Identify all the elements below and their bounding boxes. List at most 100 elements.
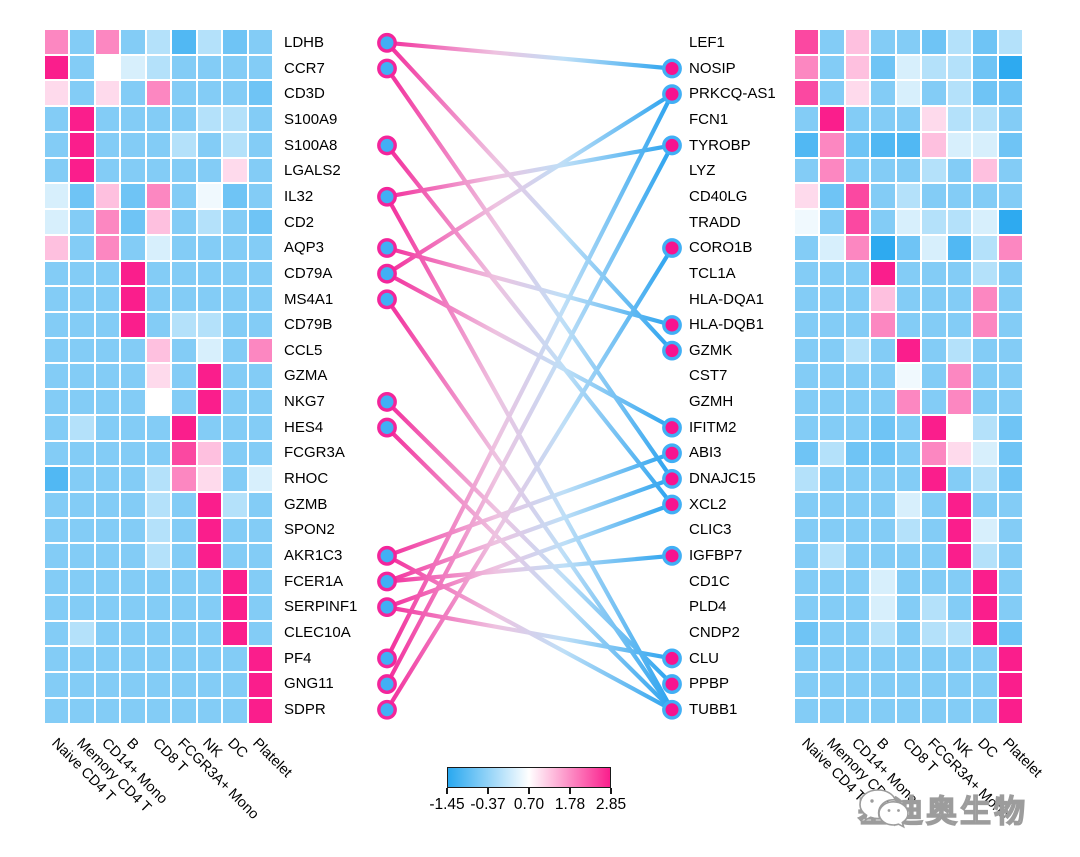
heatmap-cell	[973, 518, 997, 543]
heatmap-cell	[197, 493, 222, 517]
heatmap-cell	[248, 390, 272, 414]
heatmap-cell	[45, 132, 69, 157]
heatmap-cell	[998, 570, 1022, 594]
heatmap-cell	[973, 312, 997, 337]
gene-link-line	[385, 195, 674, 711]
heatmap-cell	[998, 235, 1022, 260]
heatmap-cell	[896, 338, 921, 363]
left-gene-dot	[377, 186, 397, 207]
heatmap-cell	[95, 235, 120, 260]
gene-link-line	[385, 400, 674, 686]
heatmap-cell	[820, 184, 844, 209]
heatmap-cell	[95, 467, 120, 492]
heatmap-cell	[845, 210, 870, 234]
heatmap-cell	[845, 184, 870, 209]
heatmap-cell	[223, 261, 247, 286]
heatmap-cell	[223, 673, 247, 697]
heatmap-cell	[248, 518, 272, 543]
left-gene-label: PF4	[284, 649, 312, 667]
heatmap-cell	[947, 287, 972, 311]
heatmap-cell	[922, 570, 946, 594]
heatmap-cell	[121, 81, 145, 106]
heatmap-cell	[947, 570, 972, 594]
heatmap-cell	[45, 698, 69, 723]
heatmap-cell	[248, 312, 272, 337]
heatmap-cell	[871, 467, 895, 492]
heatmap-cell	[197, 467, 222, 492]
heatmap-cell	[121, 312, 145, 337]
heatmap-cell	[45, 364, 69, 389]
heatmap-cell	[172, 441, 196, 466]
heatmap-cell	[947, 81, 972, 106]
heatmap-cell	[172, 235, 196, 260]
heatmap-cell	[146, 493, 171, 517]
heatmap-cell	[95, 698, 120, 723]
heatmap-cell	[973, 544, 997, 569]
heatmap-cell	[845, 132, 870, 157]
heatmap-cell	[998, 647, 1022, 672]
heatmap-cell	[845, 364, 870, 389]
heatmap-cell	[248, 81, 272, 106]
heatmap-cell	[871, 698, 895, 723]
heatmap-cell	[973, 415, 997, 440]
heatmap-cell	[70, 441, 94, 466]
gene-link-line	[386, 271, 673, 430]
heatmap-cell	[922, 441, 946, 466]
left-gene-dot	[377, 417, 397, 438]
heatmap-cell	[795, 544, 819, 569]
heatmap-cell	[795, 698, 819, 723]
heatmap-cell	[998, 493, 1022, 517]
heatmap-cell	[45, 621, 69, 646]
heatmap-cell	[121, 55, 145, 80]
heatmap-cell	[896, 493, 921, 517]
heatmap-cell	[70, 338, 94, 363]
left-heatmap	[45, 30, 272, 723]
gene-link-line	[386, 143, 673, 199]
right-gene-label: ABI3	[689, 444, 722, 462]
right-gene-label: NOSIP	[689, 59, 736, 77]
heatmap-cell	[172, 210, 196, 234]
heatmap-cell	[795, 210, 819, 234]
heatmap-cell	[45, 158, 69, 183]
heatmap-cell	[896, 30, 921, 54]
gene-link-line	[385, 144, 674, 506]
right-gene-label: IFITM2	[689, 418, 737, 436]
heatmap-cell	[197, 210, 222, 234]
heatmap-cell	[248, 132, 272, 157]
heatmap-cell	[795, 312, 819, 337]
heatmap-cell	[795, 287, 819, 311]
heatmap-cell	[820, 107, 844, 131]
heatmap-cell	[896, 570, 921, 594]
heatmap-cell	[947, 595, 972, 620]
heatmap-cell	[973, 441, 997, 466]
heatmap-cell	[820, 132, 844, 157]
heatmap-cell	[947, 698, 972, 723]
heatmap-cell	[998, 287, 1022, 311]
gene-link-line	[385, 92, 674, 276]
left-gene-dot	[377, 674, 397, 694]
heatmap-cell	[146, 415, 171, 440]
heatmap-cell	[795, 235, 819, 260]
heatmap-cell	[820, 673, 844, 697]
heatmap-cell	[45, 518, 69, 543]
heatmap-cell	[973, 698, 997, 723]
heatmap-cell	[820, 30, 844, 54]
left-gene-label: SERPINF1	[284, 598, 358, 616]
heatmap-cell	[146, 107, 171, 131]
heatmap-cell	[973, 235, 997, 260]
right-gene-dot	[662, 545, 682, 566]
right-gene-dot	[662, 648, 682, 669]
heatmap-cell	[248, 55, 272, 80]
heatmap-cell	[146, 390, 171, 414]
heatmap-cell	[922, 467, 946, 492]
heatmap-cell	[95, 621, 120, 646]
heatmap-cell	[45, 570, 69, 594]
left-gene-label: IL32	[284, 187, 314, 205]
heatmap-cell	[795, 621, 819, 646]
right-gene-label: CLU	[689, 649, 720, 667]
left-gene-dot	[377, 392, 397, 412]
left-gene-label: HES4	[284, 418, 324, 436]
heatmap-cell	[845, 595, 870, 620]
heatmap-cell	[45, 467, 69, 492]
legend-tick	[528, 788, 530, 794]
